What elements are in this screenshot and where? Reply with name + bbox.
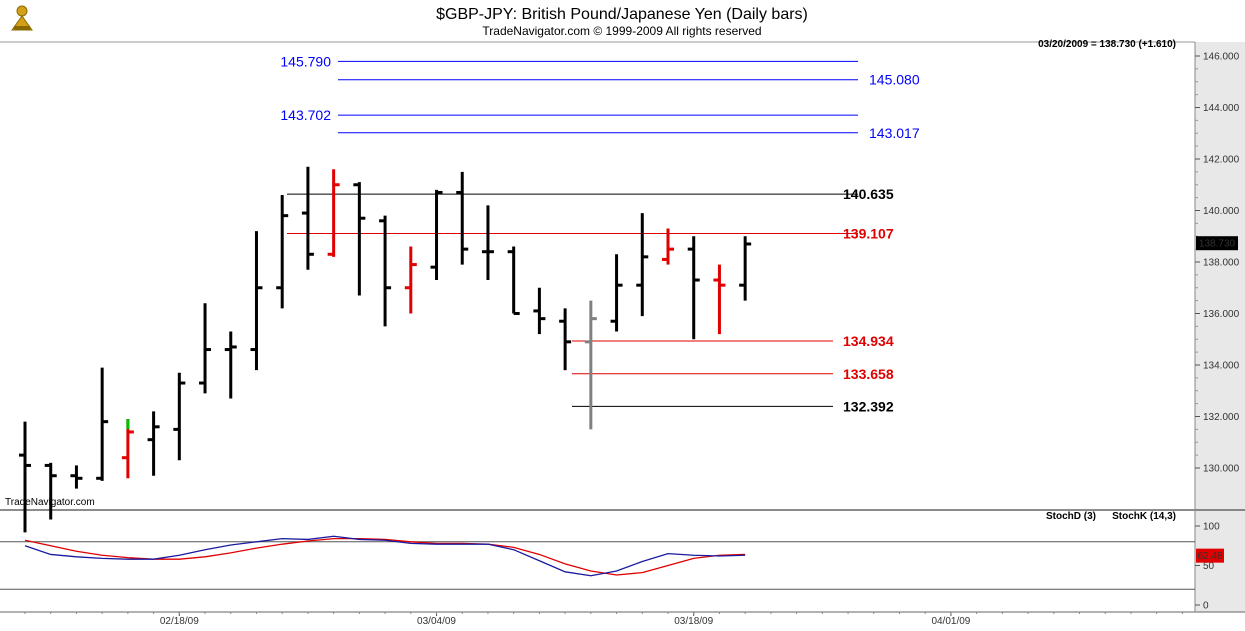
level-label: 139.107 [843, 225, 894, 241]
ohlc-bar [96, 367, 109, 481]
stoch-tick-label: 0 [1203, 601, 1209, 612]
ohlc-bar [301, 166, 314, 270]
ohlc-bar [224, 331, 237, 399]
ohlc-bar [636, 213, 649, 317]
price-tick-label: 140.000 [1203, 206, 1240, 217]
ohlc-bar [173, 372, 186, 461]
price-axis-panel[interactable] [1195, 42, 1245, 510]
ohlc-bar [739, 236, 752, 301]
ohlc-bar [327, 169, 340, 257]
copyright-text: TradeNavigator.com © 1999-2009 All right… [482, 24, 761, 38]
legend-stochd: StochD (3) [1046, 511, 1096, 522]
level-label: 145.790 [280, 53, 331, 69]
ohlc-bar [276, 195, 289, 309]
stoch-series-line [24, 537, 746, 576]
ohlc-bar [559, 308, 572, 371]
price-tick-label: 132.000 [1203, 412, 1240, 423]
level-label: 132.392 [843, 398, 894, 414]
ohlc-bar [121, 419, 134, 479]
level-lines: 145.790 145.080 143.702 143.017 140.635 139.1… [280, 53, 919, 414]
ohlc-bar [379, 215, 392, 327]
price-tick-label: 138.000 [1203, 258, 1240, 269]
date-tick-label: 02/18/09 [160, 616, 199, 627]
last-price-label: 138.730 [1199, 239, 1236, 250]
ohlc-bar [44, 462, 57, 520]
ohlc-bar [584, 300, 597, 430]
level-label: 143.017 [869, 125, 920, 141]
ohlc-bar [430, 189, 443, 281]
ohlc-bar [147, 411, 160, 476]
level-label: 134.934 [843, 333, 894, 349]
price-axis-ticks: 130.000 132.000 134.000 136.000 138.000 140.0… [1195, 52, 1240, 475]
stoch-last-value-label: 62.48 [1197, 551, 1222, 562]
date-tick-label: 03/18/09 [674, 616, 713, 627]
date-axis-ticks: 02/18/09 03/04/09 03/18/09 04/01/09 [24, 612, 1183, 627]
price-tick-label: 146.000 [1203, 52, 1240, 63]
date-tick-label: 03/04/09 [417, 616, 456, 627]
ohlc-bar [481, 205, 494, 281]
price-bars [19, 166, 752, 533]
ohlc-bar [662, 228, 674, 265]
level-label: 145.080 [869, 72, 920, 88]
ohlc-bar [610, 254, 623, 332]
stoch-tick-label: 50 [1203, 561, 1215, 572]
price-tick-label: 142.000 [1203, 155, 1240, 166]
ohlc-bar [70, 465, 83, 489]
ohlc-bar [353, 182, 366, 296]
ohlc-bar [19, 421, 31, 533]
ohlc-bar [713, 264, 726, 335]
level-label: 143.702 [280, 107, 331, 123]
price-tick-label: 144.000 [1203, 103, 1240, 114]
ohlc-bar [533, 287, 546, 335]
chart-title: $GBP-JPY: British Pound/Japanese Yen (Da… [436, 6, 808, 23]
ohlc-bar [404, 246, 417, 314]
ohlc-bar [507, 246, 520, 315]
level-label: 140.635 [843, 186, 894, 202]
ohlc-bar [199, 303, 212, 394]
tradenavigator-logo-icon[interactable] [10, 4, 34, 32]
price-tick-label: 130.000 [1203, 464, 1240, 475]
stochastic-panel: 0 50 100 62.48 [0, 522, 1224, 612]
level-label: 133.658 [843, 366, 894, 382]
ohlc-bar [687, 236, 700, 340]
stoch-last-value-box [1196, 548, 1224, 563]
price-tick-label: 134.000 [1203, 361, 1240, 372]
ohlc-bar [250, 231, 263, 371]
stoch-series-line [24, 535, 746, 577]
date-tick-label: 04/01/09 [931, 616, 970, 627]
price-tick-label: 136.000 [1203, 309, 1240, 320]
ohlc-bar [456, 171, 469, 265]
stoch-tick-label: 100 [1203, 522, 1220, 533]
last-price-marker: 138.730 [1196, 236, 1238, 251]
last-price-box [1196, 236, 1238, 251]
last-quote-text: 03/20/2009 = 138.730 (+1.610) [1038, 39, 1176, 50]
legend-stochk: StochK (14,3) [1112, 511, 1176, 522]
